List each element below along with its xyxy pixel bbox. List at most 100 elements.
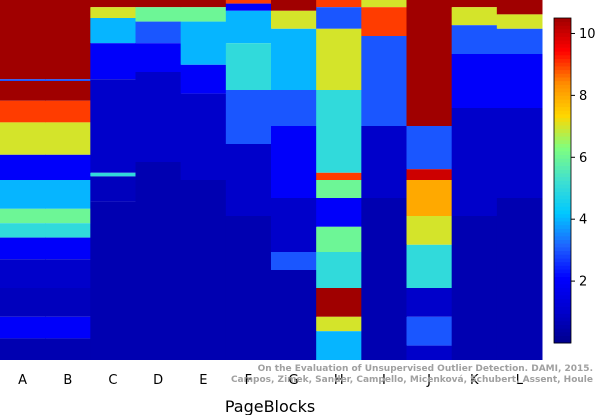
colorbar-swatch bbox=[554, 165, 571, 170]
cell-c-3 bbox=[90, 43, 136, 80]
cell-l-5 bbox=[496, 198, 543, 360]
cell-i-2 bbox=[361, 36, 407, 126]
cell-e-1 bbox=[180, 7, 227, 22]
cell-e-2 bbox=[180, 21, 227, 65]
colorbar-swatch bbox=[554, 99, 571, 104]
cell-a-12 bbox=[0, 316, 46, 339]
cell-k-2 bbox=[451, 25, 498, 54]
caption-line-1: On the Evaluation of Unsupervised Outlie… bbox=[257, 364, 593, 374]
cell-h-7 bbox=[316, 226, 362, 252]
colorbar-swatch bbox=[554, 261, 571, 266]
cell-j-1 bbox=[406, 126, 453, 170]
cell-e-3 bbox=[180, 64, 227, 94]
colorbar-swatch bbox=[554, 246, 571, 252]
colorbar-swatch bbox=[554, 102, 571, 108]
cell-b-3 bbox=[45, 100, 91, 123]
colorbar-swatch bbox=[554, 210, 571, 215]
x-tick-e: E bbox=[199, 373, 207, 388]
cell-a-0 bbox=[0, 0, 46, 80]
column-i bbox=[361, 0, 407, 360]
cell-h-10 bbox=[316, 316, 362, 332]
colorbar-swatch bbox=[554, 21, 571, 26]
cell-c-6 bbox=[90, 176, 136, 202]
column-d bbox=[135, 0, 182, 360]
cell-f-4 bbox=[225, 90, 272, 144]
cell-l-0 bbox=[496, 0, 543, 15]
cell-f-3 bbox=[225, 43, 272, 90]
colorbar-swatch bbox=[554, 239, 571, 244]
colorbar-swatch bbox=[554, 69, 571, 74]
colorbar-swatch bbox=[554, 243, 571, 248]
colorbar-swatch bbox=[554, 47, 571, 52]
colorbar-swatch bbox=[554, 324, 571, 329]
cell-b-4 bbox=[45, 122, 91, 155]
colorbar-swatch bbox=[554, 235, 571, 240]
cell-j-2 bbox=[406, 169, 453, 180]
colorbar-swatch bbox=[554, 180, 571, 185]
x-tick-g: G bbox=[289, 373, 299, 388]
colorbar-swatch bbox=[554, 121, 571, 126]
cell-a-5 bbox=[0, 154, 46, 180]
cell-d-3 bbox=[135, 43, 182, 72]
column-g bbox=[271, 0, 317, 360]
cell-a-13 bbox=[0, 338, 46, 360]
cell-l-4 bbox=[496, 108, 543, 198]
colorbar-swatch bbox=[554, 276, 571, 281]
x-axis-label: PageBlocks bbox=[225, 397, 315, 415]
colorbar-swatch bbox=[554, 313, 571, 318]
cell-l-1 bbox=[496, 14, 543, 29]
caption-line-2: Campos, Zimek, Sander, Campello, Micenko… bbox=[230, 375, 593, 385]
cell-a-3 bbox=[0, 100, 46, 123]
cell-f-6 bbox=[225, 216, 272, 360]
colorbar-swatch bbox=[554, 132, 571, 137]
cell-g-3 bbox=[271, 90, 317, 126]
colorbar-tick-label: 4 bbox=[579, 213, 587, 228]
cell-b-9 bbox=[45, 237, 91, 260]
colorbar-swatch bbox=[554, 291, 571, 296]
x-tick-d: D bbox=[153, 373, 163, 388]
cell-h-4 bbox=[316, 172, 362, 180]
cell-b-10 bbox=[45, 259, 91, 288]
colorbar-swatch bbox=[554, 213, 571, 218]
colorbar-swatch bbox=[554, 25, 571, 30]
colorbar-swatch bbox=[554, 228, 571, 233]
colorbar-swatch bbox=[554, 187, 571, 192]
x-tick-k: K bbox=[470, 373, 479, 388]
colorbar-swatch bbox=[554, 269, 571, 274]
cell-g-7 bbox=[271, 270, 317, 360]
cell-c-7 bbox=[90, 201, 136, 360]
cell-h-9 bbox=[316, 288, 362, 317]
colorbar-swatch bbox=[554, 84, 571, 89]
colorbar-swatch bbox=[554, 106, 571, 111]
colorbar-swatch bbox=[554, 73, 571, 78]
colorbar-swatch bbox=[554, 125, 571, 130]
colorbar-swatch bbox=[554, 158, 571, 163]
colorbar-swatch bbox=[554, 309, 571, 314]
colorbar-swatch bbox=[554, 294, 571, 300]
colorbar-swatch bbox=[554, 335, 571, 340]
cell-j-0 bbox=[406, 0, 453, 126]
colorbar-swatch bbox=[554, 150, 571, 156]
cell-h-3 bbox=[316, 90, 362, 173]
colorbar-swatch bbox=[554, 54, 571, 60]
colorbar-swatch bbox=[554, 280, 571, 285]
cell-i-0 bbox=[361, 0, 407, 8]
column-b bbox=[45, 0, 91, 360]
colorbar-swatch bbox=[554, 283, 571, 288]
column-l bbox=[496, 0, 543, 360]
colorbar-swatch bbox=[554, 117, 571, 122]
colorbar-swatch bbox=[554, 184, 571, 189]
cell-b-1 bbox=[45, 79, 91, 81]
cell-d-4 bbox=[135, 72, 182, 162]
colorbar-swatch bbox=[554, 29, 571, 34]
colorbar-swatch bbox=[554, 162, 571, 167]
cell-e-5 bbox=[180, 180, 227, 360]
colorbar-swatch bbox=[554, 173, 571, 178]
x-tick-h: H bbox=[334, 373, 344, 388]
colorbar-swatch bbox=[554, 95, 571, 100]
colorbar-swatch bbox=[554, 317, 571, 322]
cell-j-4 bbox=[406, 216, 453, 245]
colorbar: 2 4 6 8 10 bbox=[553, 17, 596, 344]
cell-g-6 bbox=[271, 252, 317, 270]
cell-d-5 bbox=[135, 162, 182, 360]
